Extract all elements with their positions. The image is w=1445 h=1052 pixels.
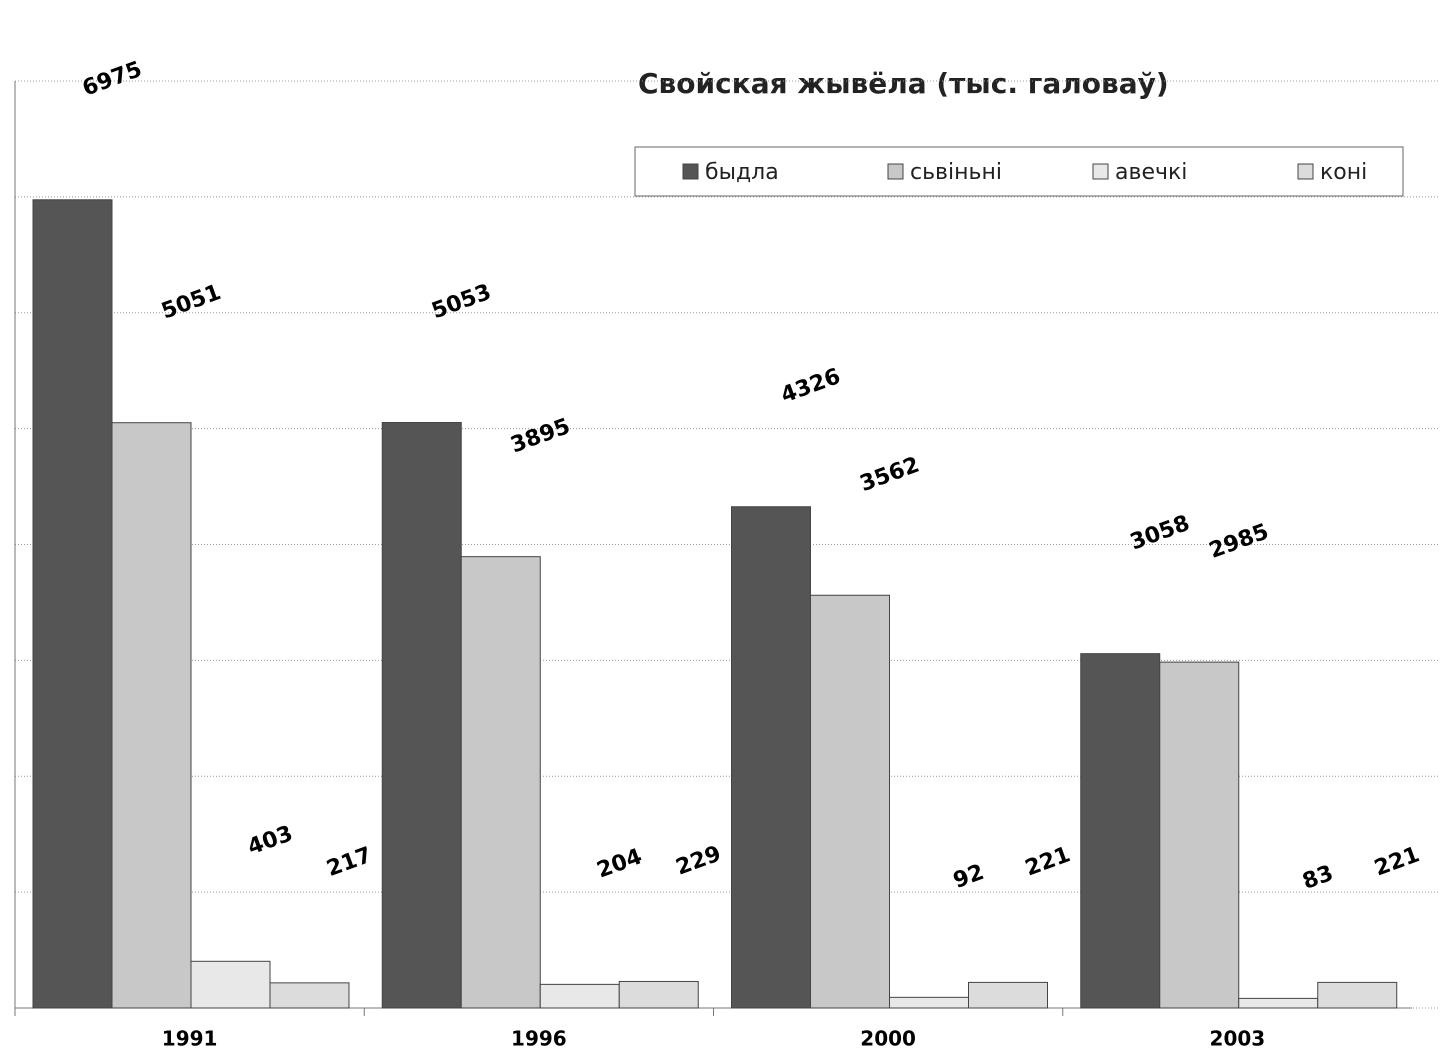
bar	[1318, 982, 1397, 1008]
data-label: 3562	[857, 453, 923, 497]
bar	[969, 982, 1048, 1008]
bar	[1081, 654, 1160, 1008]
bar	[540, 984, 619, 1008]
data-label: 5051	[158, 280, 224, 324]
data-label: 3895	[508, 414, 574, 458]
legend-label: авечкі	[1115, 160, 1187, 185]
data-label: 217	[323, 843, 375, 882]
bar	[732, 507, 811, 1008]
legend-label: быдла	[705, 160, 779, 185]
bar	[112, 423, 191, 1008]
data-label: 92	[950, 860, 987, 894]
legend-label: сьвіньні	[910, 160, 1002, 185]
data-label: 5053	[429, 280, 495, 324]
legend-label: коні	[1320, 160, 1367, 185]
legend-swatch	[1298, 164, 1313, 179]
data-label: 403	[244, 821, 296, 860]
data-label: 229	[673, 841, 725, 880]
data-label: 204	[594, 844, 646, 883]
chart: Свойская жывёла (тыс. галоваў) 1991 6975 5…	[0, 0, 1445, 1052]
data-label: 3058	[1127, 511, 1193, 555]
bar	[461, 557, 540, 1008]
x-tick-label: 2000	[860, 1027, 916, 1051]
chart-title: Свойская жывёла (тыс. галоваў)	[638, 67, 1169, 100]
x-tick-label: 1996	[511, 1027, 567, 1051]
legend-swatch	[683, 164, 698, 179]
legend-swatch	[1093, 164, 1108, 179]
data-label: 4326	[778, 364, 844, 408]
legend-swatch	[888, 164, 903, 179]
bar	[1160, 662, 1239, 1008]
data-label: 6975	[79, 57, 145, 101]
bar	[191, 961, 270, 1008]
data-label: 221	[1371, 842, 1423, 881]
data-label: 2985	[1206, 519, 1272, 563]
x-tick-label: 2003	[1210, 1027, 1266, 1051]
bar	[1239, 998, 1318, 1008]
bar	[382, 422, 461, 1008]
data-label: 221	[1022, 842, 1074, 881]
bar	[619, 981, 698, 1008]
bar	[33, 200, 112, 1008]
x-tick-label: 1991	[162, 1027, 218, 1051]
bar	[890, 997, 969, 1008]
bar	[811, 595, 890, 1008]
bar	[270, 983, 349, 1008]
data-label: 83	[1299, 861, 1336, 895]
